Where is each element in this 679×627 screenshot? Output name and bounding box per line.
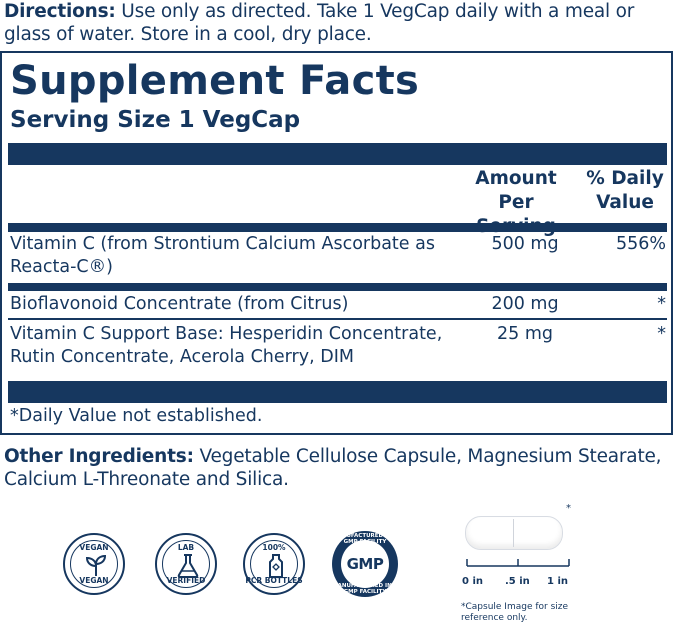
badge-bottom-text: VEGAN <box>79 576 109 585</box>
serving-size: Serving Size 1 VegCap <box>10 107 301 133</box>
amount-header-line1: Amount Per <box>475 168 557 213</box>
nutrient-name: Bioflavonoid Concentrate (from Citrus) <box>10 294 349 314</box>
directions-text: Use only as directed. Take 1 VegCap dail… <box>4 1 635 45</box>
ruler-label-half: .5 in <box>505 576 530 587</box>
badge-bottom-text: VERIFIED <box>166 576 206 585</box>
nutrient-name: Vitamin C (from Strontium Calcium Ascorb… <box>10 234 435 277</box>
nutrient-name: Vitamin C Support Base: Hesperidin Conce… <box>10 324 443 367</box>
badge-top-text: LAB <box>177 543 195 552</box>
nutrient-daily-value: * <box>657 324 666 344</box>
daily-value-footnote: *Daily Value not established. <box>10 406 263 426</box>
directions-paragraph: Directions: Use only as directed. Take 1… <box>4 0 676 46</box>
footer-bar <box>8 381 667 403</box>
facts-row: Vitamin C (from Strontium Calcium Ascorb… <box>10 233 666 283</box>
section-bar <box>8 223 667 232</box>
facts-row: Bioflavonoid Concentrate (from Citrus) 2… <box>10 293 666 319</box>
facts-row: Vitamin C Support Base: Hesperidin Conce… <box>10 323 666 373</box>
bottle-icon <box>269 554 283 578</box>
daily-value-header: % Daily Value <box>580 167 670 215</box>
other-ingredients-paragraph: Other Ingredients: Vegetable Cellulose C… <box>4 445 676 491</box>
supplement-facts-panel: Supplement Facts Serving Size 1 VegCap A… <box>0 51 673 435</box>
gmp-label: GMP <box>346 555 384 573</box>
ruler-label-0: 0 in <box>462 576 483 587</box>
gmp-seal: MANUFACTURED IN A GMP FACILITY GMP MANUF… <box>332 531 398 597</box>
dv-header-line2: Value <box>596 192 654 213</box>
badge-top-text: 100% <box>262 543 286 552</box>
nutrient-daily-value: * <box>657 294 666 314</box>
row-divider <box>8 318 667 320</box>
badge-bottom-text: PCR BOTTLES <box>245 576 303 585</box>
gmp-arc-bottom: MANUFACTURED IN A GMP FACILITY <box>332 583 398 595</box>
nutrient-daily-value: 556% <box>615 234 666 254</box>
nutrient-amount: 200 mg <box>491 294 559 314</box>
vegan-badge: VEGAN VEGAN <box>63 533 125 595</box>
lab-verified-badge: LAB VERIFIED <box>155 533 217 595</box>
sprout-icon <box>85 554 107 576</box>
capsule-note: *Capsule Image for size reference only. <box>461 602 569 623</box>
flask-icon <box>177 554 199 578</box>
other-ingredients-label: Other Ingredients: <box>4 446 194 467</box>
capsule-image <box>465 516 563 550</box>
ruler-label-1: 1 in <box>547 576 568 587</box>
directions-label: Directions: <box>4 1 116 22</box>
badge-top-text: VEGAN <box>79 543 109 552</box>
pcr-bottles-badge: 100% PCR BOTTLES <box>243 533 305 595</box>
dv-header-line1: % Daily <box>586 168 664 189</box>
other-ingredients-text: Vegetable Cellulose Capsule, Magnesium S… <box>4 446 662 490</box>
header-bar <box>8 143 667 165</box>
nutrient-amount: 25 mg <box>497 324 553 344</box>
nutrient-amount: 500 mg <box>491 234 559 254</box>
capsule-asterisk: * <box>566 503 571 514</box>
facts-title: Supplement Facts <box>10 58 420 104</box>
size-ruler <box>466 559 570 567</box>
row-divider <box>8 283 667 291</box>
